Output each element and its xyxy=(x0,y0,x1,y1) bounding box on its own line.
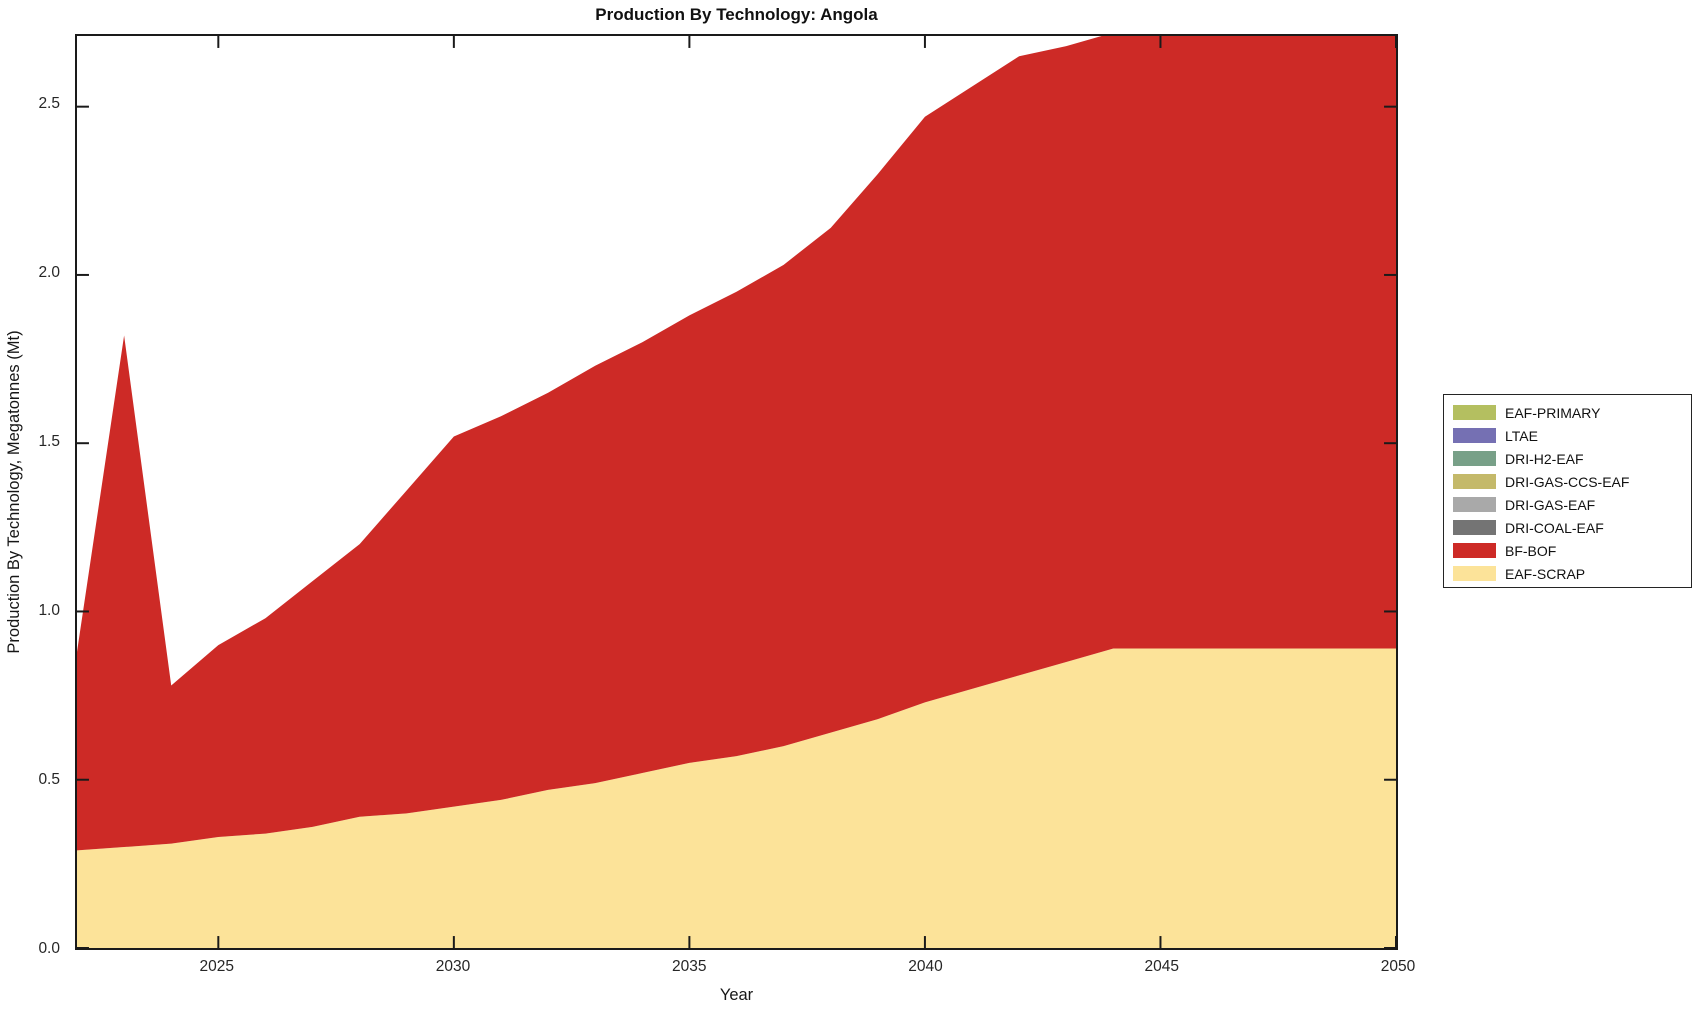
legend-item-bf-bof: BF-BOF xyxy=(1453,539,1691,562)
legend-item-eaf-primary: EAF-PRIMARY xyxy=(1453,401,1691,424)
chart-title: Production By Technology: Angola xyxy=(595,5,878,24)
legend-label-eaf-primary: EAF-PRIMARY xyxy=(1505,404,1601,421)
legend-item-dri-gas-ccs-eaf: DRI-GAS-CCS-EAF xyxy=(1453,470,1691,493)
area-eaf-scrap xyxy=(77,648,1396,948)
x-tick-label-2035: 2035 xyxy=(672,958,707,975)
legend-swatch-eaf-scrap xyxy=(1453,566,1496,581)
x-tick-label-2025: 2025 xyxy=(199,958,234,975)
legend-item-eaf-scrap: EAF-SCRAP xyxy=(1453,562,1691,585)
legend-item-ltae: LTAE xyxy=(1453,424,1691,447)
x-tick-label-2050: 2050 xyxy=(1380,958,1416,975)
legend-label-dri-h2-eaf: DRI-H2-EAF xyxy=(1505,450,1584,467)
legend-label-eaf-scrap: EAF-SCRAP xyxy=(1505,565,1586,582)
legend-swatch-dri-h2-eaf xyxy=(1453,451,1496,466)
y-tick-label-2.0: 2.0 xyxy=(38,263,60,281)
x-axis-label: Year xyxy=(719,986,754,1004)
legend: EAF-PRIMARY LTAE DRI-H2-EAF DRI-GAS-CCS-EAF… xyxy=(1443,394,1692,588)
y-tick-label-1.5: 1.5 xyxy=(38,432,60,450)
y-tick-label-1.0: 1.0 xyxy=(38,601,60,619)
legend-label-dri-coal-eaf: DRI-COAL-EAF xyxy=(1505,519,1604,536)
area-bf-bof xyxy=(77,36,1396,851)
y-tick-label-2.5: 2.5 xyxy=(38,94,60,112)
legend-swatch-eaf-primary xyxy=(1453,405,1496,420)
x-tick-label-2045: 2045 xyxy=(1144,958,1179,975)
legend-label-dri-gas-ccs-eaf: DRI-GAS-CCS-EAF xyxy=(1505,473,1630,490)
legend-item-dri-gas-eaf: DRI-GAS-EAF xyxy=(1453,493,1691,516)
legend-item-dri-h2-eaf: DRI-H2-EAF xyxy=(1453,447,1691,470)
legend-item-dri-coal-eaf: DRI-COAL-EAF xyxy=(1453,516,1691,539)
plot-area xyxy=(75,34,1398,950)
legend-swatch-dri-gas-ccs-eaf xyxy=(1453,474,1496,489)
legend-swatch-ltae xyxy=(1453,428,1496,443)
legend-label-dri-gas-eaf: DRI-GAS-EAF xyxy=(1505,496,1596,513)
legend-swatch-dri-coal-eaf xyxy=(1453,520,1496,535)
y-tick-label-0.0: 0.0 xyxy=(38,940,60,957)
stacked-area-plot xyxy=(77,36,1396,948)
legend-label-ltae: LTAE xyxy=(1505,427,1538,444)
x-tick-label-2040: 2040 xyxy=(908,958,943,975)
y-tick-label-0.5: 0.5 xyxy=(38,770,60,788)
legend-label-bf-bof: BF-BOF xyxy=(1505,542,1557,559)
legend-swatch-dri-gas-eaf xyxy=(1453,497,1496,512)
legend-swatch-bf-bof xyxy=(1453,543,1496,558)
x-tick-label-2030: 2030 xyxy=(435,958,471,975)
